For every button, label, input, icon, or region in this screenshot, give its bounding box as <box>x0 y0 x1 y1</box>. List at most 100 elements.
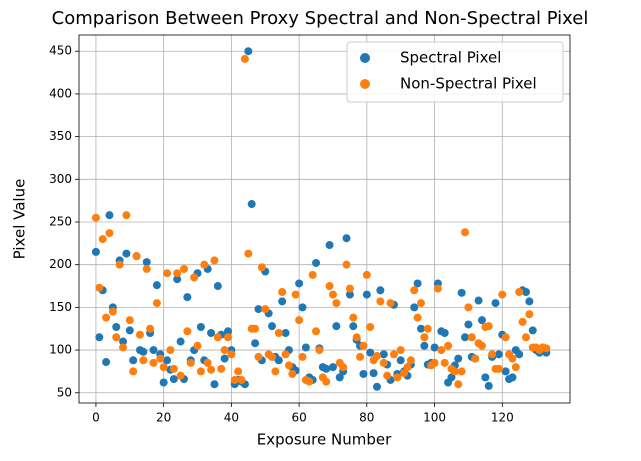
point <box>234 367 243 376</box>
x-tick-label: 100 <box>423 411 446 425</box>
point <box>125 326 134 335</box>
point <box>430 358 439 367</box>
point <box>108 307 117 316</box>
point <box>437 346 446 355</box>
point <box>362 270 371 279</box>
y-tick-label: 250 <box>49 214 72 228</box>
point <box>132 252 141 261</box>
point <box>274 356 283 365</box>
point <box>322 364 331 373</box>
point <box>457 288 466 297</box>
x-tick-label: 60 <box>291 411 306 425</box>
point <box>166 346 175 355</box>
point <box>207 365 216 374</box>
point <box>372 382 381 391</box>
point <box>312 258 321 267</box>
point <box>102 313 111 322</box>
point <box>312 327 321 336</box>
point <box>223 333 232 342</box>
point <box>159 378 168 387</box>
point <box>223 327 232 336</box>
legend-marker <box>360 53 370 63</box>
point <box>454 354 463 363</box>
point <box>494 350 503 359</box>
x-axis-label: Exposure Number <box>257 431 392 449</box>
point <box>352 333 361 342</box>
point <box>376 286 385 295</box>
point <box>213 333 222 342</box>
point <box>359 369 368 378</box>
legend-label: Non-Spectral Pixel <box>400 75 537 93</box>
point <box>135 330 144 339</box>
point <box>281 328 290 337</box>
point <box>417 324 426 333</box>
point <box>298 303 307 312</box>
point <box>183 327 192 336</box>
point <box>430 343 439 352</box>
point <box>410 286 419 295</box>
point <box>149 358 158 367</box>
point <box>278 288 287 297</box>
point <box>230 375 239 384</box>
point <box>220 354 229 363</box>
point <box>366 323 375 332</box>
point <box>379 358 388 367</box>
point <box>119 337 128 346</box>
point <box>95 283 104 292</box>
point <box>450 367 459 376</box>
point <box>410 303 419 312</box>
point <box>332 299 341 308</box>
point <box>440 328 449 337</box>
point <box>389 350 398 359</box>
point <box>440 358 449 367</box>
point <box>163 356 172 365</box>
x-tick-label: 40 <box>224 411 239 425</box>
chart-title: Comparison Between Proxy Spectral and No… <box>52 8 589 29</box>
point <box>477 316 486 325</box>
point <box>105 211 114 220</box>
point <box>542 344 551 353</box>
point <box>325 282 334 291</box>
point <box>400 369 409 378</box>
point <box>217 364 226 373</box>
point <box>295 279 304 288</box>
point <box>254 352 263 361</box>
point <box>488 350 497 359</box>
point <box>149 346 158 355</box>
point <box>420 341 429 350</box>
point <box>464 303 473 312</box>
y-tick-label: 300 <box>49 172 72 186</box>
point <box>261 305 270 314</box>
point <box>196 323 205 332</box>
point <box>176 337 185 346</box>
point <box>247 200 256 209</box>
point <box>511 363 520 372</box>
point <box>467 333 476 342</box>
point <box>417 299 426 308</box>
point <box>268 322 277 331</box>
x-tick-label: 20 <box>156 411 171 425</box>
point <box>362 290 371 299</box>
point <box>115 260 124 269</box>
point <box>345 290 354 299</box>
point <box>339 363 348 372</box>
point <box>528 326 537 335</box>
point <box>454 380 463 389</box>
point <box>471 354 480 363</box>
point <box>91 213 100 222</box>
point <box>152 281 161 290</box>
y-tick-label: 100 <box>49 343 72 357</box>
point <box>515 288 524 297</box>
point <box>342 260 351 269</box>
point <box>501 367 510 376</box>
x-tick-label: 120 <box>491 411 514 425</box>
point <box>122 211 131 220</box>
point <box>119 343 128 352</box>
point <box>173 275 182 284</box>
point <box>183 293 192 302</box>
y-tick-label: 50 <box>57 385 72 399</box>
point <box>328 363 337 372</box>
point <box>423 324 432 333</box>
point <box>190 273 199 282</box>
